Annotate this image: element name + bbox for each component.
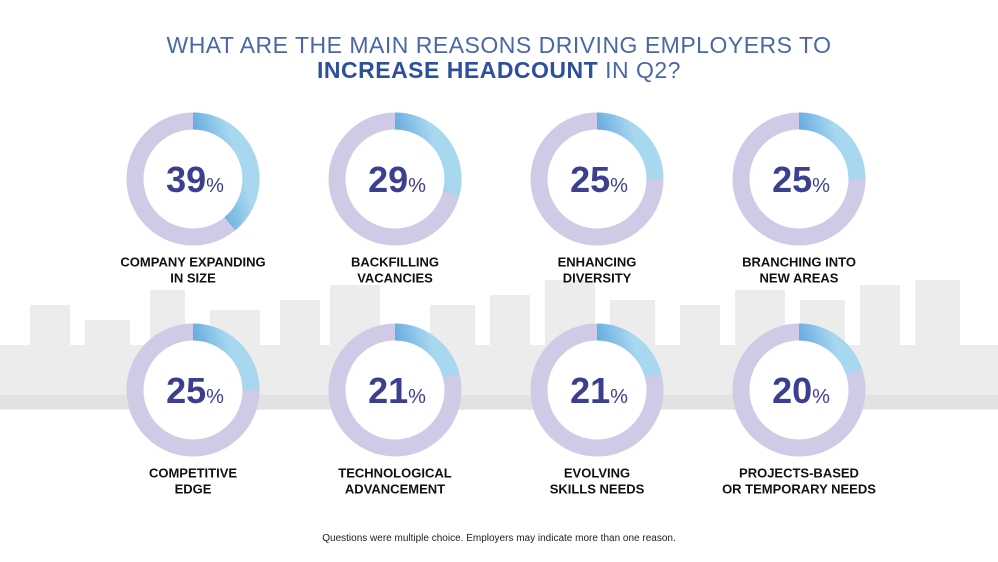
donut-value-arc: [126, 323, 260, 457]
donut-category-label: EDGE: [175, 482, 212, 497]
donut-value-arc: [328, 323, 462, 457]
donut-value-label: 25%: [570, 159, 628, 200]
donut-category-label: OR TEMPORARY NEEDS: [722, 482, 876, 497]
donut-category-label: BRANCHING INTO: [742, 255, 856, 270]
donut-value-arc: [732, 112, 866, 246]
donut-value-label: 25%: [772, 159, 830, 200]
donut-category-label: IN SIZE: [170, 271, 216, 286]
donut-value-arc: [732, 323, 866, 457]
donut-category-label: PROJECTS-BASED: [739, 466, 859, 481]
donut-value-label: 25%: [166, 370, 224, 411]
donut-category-label: VACANCIES: [357, 271, 433, 286]
footnote: Questions were multiple choice. Employer…: [322, 533, 676, 544]
donut-value-arc: [530, 323, 664, 457]
donut-category-label: EVOLVING: [564, 466, 630, 481]
donut-category-label: DIVERSITY: [563, 271, 632, 286]
donut-value-label: 29%: [368, 159, 426, 200]
donut-category-label: COMPANY EXPANDING: [120, 255, 265, 270]
donut-category-label: BACKFILLING: [351, 255, 439, 270]
donut-value-arc: [126, 112, 260, 246]
donut-category-label: ADVANCEMENT: [345, 482, 445, 497]
donut-value-label: 21%: [368, 370, 426, 411]
title-line-2: INCREASE HEADCOUNT IN Q2?: [0, 57, 998, 84]
title-emphasis: INCREASE HEADCOUNT: [317, 57, 599, 83]
donut-category-label: TECHNOLOGICAL: [338, 466, 451, 481]
donut-category-label: COMPETITIVE: [149, 466, 237, 481]
donut-value-label: 21%: [570, 370, 628, 411]
donut-category-label: SKILLS NEEDS: [550, 482, 645, 497]
donut-category-label: NEW AREAS: [760, 271, 839, 286]
donut-value-label: 39%: [166, 159, 224, 200]
donut-value-arc: [328, 112, 462, 246]
donut-category-label: ENHANCING: [558, 255, 637, 270]
donut-value-label: 20%: [772, 370, 830, 411]
title-suffix: IN Q2?: [598, 57, 681, 83]
title-line-1: WHAT ARE THE MAIN REASONS DRIVING EMPLOY…: [166, 32, 832, 58]
donut-value-arc: [530, 112, 664, 246]
